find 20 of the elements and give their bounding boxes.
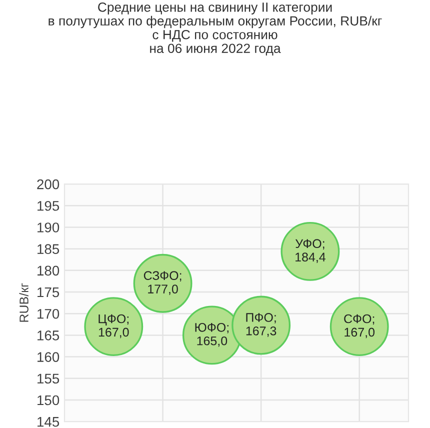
y-tick-label: 190 bbox=[38, 222, 60, 232]
y-tick-label: 175 bbox=[38, 287, 60, 298]
y-tick-label: 170 bbox=[38, 308, 60, 319]
y-tick-label: 155 bbox=[38, 374, 60, 384]
chart-title: Средние цены на свинину II категории в полутушах по федеральным округам России, RUB/кг с НДС по состоянию на 06 июня 2022 года bbox=[48, 2, 382, 56]
data-label: СЗФО; 177,0 bbox=[144, 271, 182, 295]
data-label: ЮФО; 165,0 bbox=[195, 322, 228, 347]
y-tick-label: 165 bbox=[38, 330, 60, 340]
data-label: СФО; 167,0 bbox=[344, 314, 375, 338]
data-label: УФО; 184,4 bbox=[295, 239, 326, 263]
y-axis-title: RUB/кг bbox=[19, 283, 28, 322]
y-tick-label: 180 bbox=[38, 266, 60, 276]
y-tick-label: 145 bbox=[38, 417, 60, 427]
y-tick-label: 160 bbox=[38, 352, 60, 362]
y-tick-label: 195 bbox=[38, 200, 60, 211]
data-label: ЦФО; 167,0 bbox=[98, 314, 129, 338]
data-label: ПФО; 167,3 bbox=[246, 313, 276, 337]
y-tick-label: 185 bbox=[38, 244, 60, 254]
y-tick-label: 150 bbox=[38, 395, 60, 406]
y-tick-label: 200 bbox=[37, 179, 60, 190]
